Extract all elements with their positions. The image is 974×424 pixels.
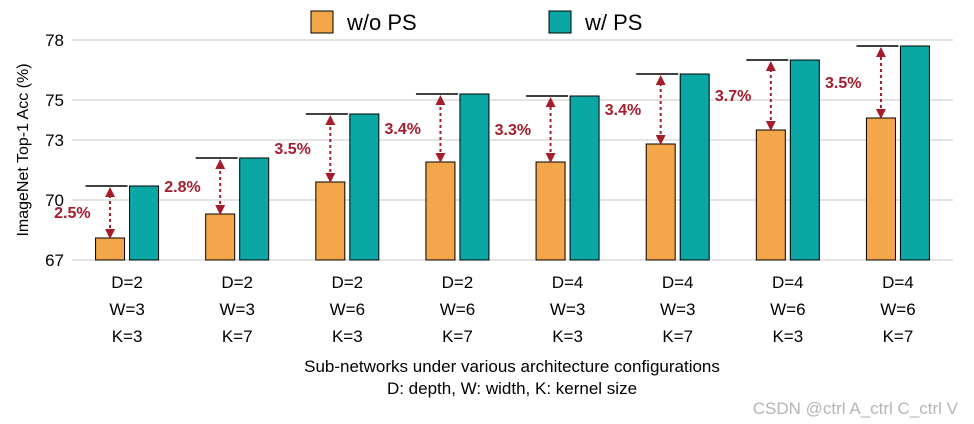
x-category-label: K=7 [883, 327, 914, 346]
legend-label-w-ps: w/ PS [584, 10, 642, 35]
bar-wo-ps [95, 237, 126, 261]
x-category-label: D=2 [221, 273, 253, 292]
x-category-label: W=6 [440, 300, 475, 319]
x-category-label: W=3 [219, 300, 254, 319]
x-category-label: D=2 [331, 273, 363, 292]
bar-wo-ps [425, 161, 456, 261]
bar-wo-ps [315, 181, 346, 261]
gain-label: 3.3% [495, 122, 531, 139]
y-tick-label: 73 [45, 131, 64, 150]
x-category-label: W=3 [109, 300, 144, 319]
x-axis-label-line-1: Sub-networks under various architecture … [304, 357, 720, 376]
bar-w-ps [789, 59, 820, 261]
y-tick-label: 70 [45, 191, 64, 210]
x-category-label: W=6 [880, 300, 915, 319]
x-category-label: K=3 [772, 327, 803, 346]
bar-wo-ps [535, 161, 566, 261]
x-category-label: D=4 [552, 273, 584, 292]
bar-w-ps [239, 157, 270, 261]
gain-annotations: 2.5% 2.8% 3.5% 3.4% 3.3% 3.4% 3.7% 3.5% [54, 45, 899, 239]
x-category-label: K=3 [112, 327, 143, 346]
y-tick-label: 67 [45, 251, 64, 270]
bar-w-ps [349, 113, 380, 261]
x-category-label: K=7 [442, 327, 473, 346]
x-category-label: W=3 [660, 300, 695, 319]
x-category-label: K=7 [662, 327, 693, 346]
gain-label: 3.7% [715, 88, 751, 105]
y-tick-label: 78 [45, 31, 64, 50]
watermark: CSDN @ctrl A_ctrl C_ctrl V [753, 399, 959, 418]
bar-w-ps [899, 45, 930, 261]
bar-w-ps [679, 73, 710, 261]
gain-label: 3.4% [384, 121, 420, 138]
x-category-label: W=3 [550, 300, 585, 319]
gain-label: 2.5% [54, 205, 90, 222]
x-category-label: K=3 [332, 327, 363, 346]
gain-label: 3.4% [605, 102, 641, 119]
bar-w-ps [569, 95, 600, 261]
x-category-label: D=4 [772, 273, 804, 292]
legend-swatch-w-ps [548, 10, 572, 34]
gain-label: 2.8% [164, 179, 200, 196]
x-category-label: D=2 [442, 273, 474, 292]
gain-label: 3.5% [825, 75, 861, 92]
bar-wo-ps [645, 143, 676, 261]
x-category-label: D=2 [111, 273, 143, 292]
bar-wo-ps [755, 129, 786, 261]
x-category-label: K=3 [552, 327, 583, 346]
x-category-label: D=4 [662, 273, 694, 292]
x-category-label: D=4 [882, 273, 914, 292]
x-axis-categories: D=2 W=3 K=3 D=2 W=3 K=7 D=2 W=6 K=3 D=2 W=6 K=7 D=4 W… [109, 273, 915, 346]
bar-wo-ps [865, 117, 896, 261]
bar-wo-ps [205, 213, 236, 261]
x-category-label: W=6 [770, 300, 805, 319]
grid [72, 39, 953, 261]
legend: w/o PS w/ PS [310, 10, 642, 35]
x-axis-label-line-2: D: depth, W: width, K: kernel size [387, 379, 637, 398]
y-axis-ticks: 67 70 73 75 78 [45, 31, 64, 270]
legend-swatch-wo-ps [310, 10, 334, 34]
gain-label: 3.5% [274, 141, 310, 158]
y-axis-label: ImageNet Top-1 Acc (%) [15, 63, 32, 236]
bar-w-ps [459, 93, 490, 261]
x-category-label: K=7 [222, 327, 253, 346]
x-category-label: W=6 [330, 300, 365, 319]
y-tick-label: 75 [45, 91, 64, 110]
legend-label-wo-ps: w/o PS [346, 10, 417, 35]
bar-w-ps [129, 185, 160, 261]
bars [95, 45, 930, 261]
